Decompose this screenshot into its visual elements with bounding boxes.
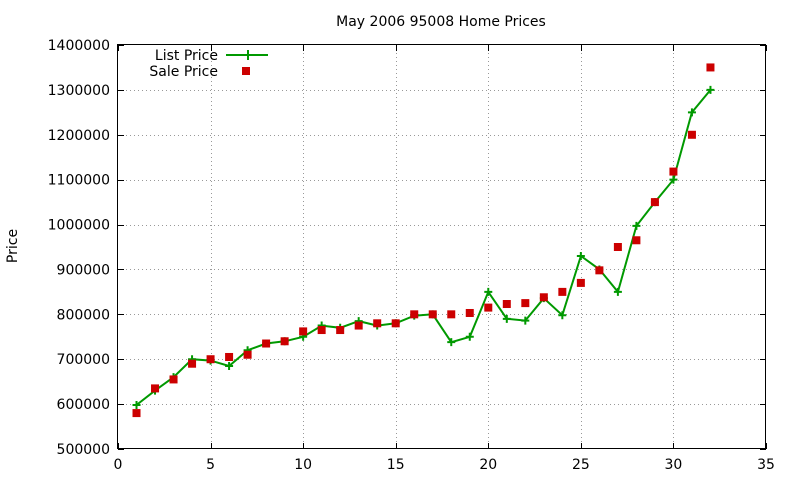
sale-price-point	[428, 310, 437, 319]
legend: List Price Sale Price	[149, 48, 268, 80]
sale-price-point	[280, 337, 289, 346]
sale-price-point	[132, 409, 141, 418]
sale-price-point	[317, 326, 326, 335]
x-tick-label: 15	[387, 457, 405, 473]
y-tick-label: 1100000	[48, 173, 110, 189]
y-tick-label: 1300000	[48, 83, 110, 99]
sale-price-point	[243, 350, 252, 359]
x-tick-label: 0	[114, 457, 123, 473]
sale-price-point	[465, 308, 474, 317]
legend-marker-sale-price	[242, 67, 250, 75]
list-price-point	[687, 108, 696, 117]
y-tick-label: 1400000	[48, 38, 110, 54]
list-price-point	[632, 221, 641, 230]
list-price-point	[521, 316, 530, 325]
list-price-point	[613, 287, 622, 296]
chart-title: May 2006 95008 Home Prices	[336, 14, 546, 30]
sale-price-point	[613, 243, 622, 251]
y-tick-label: 1000000	[48, 218, 110, 234]
plot-frame	[117, 44, 766, 449]
axis-ticks: 0 5 10 15 20 25 30 35 500000 600000 700000 800000 90…	[48, 38, 775, 473]
series-layer	[132, 63, 715, 418]
grid	[118, 45, 766, 449]
list-price-point	[132, 401, 141, 410]
sale-price-point	[169, 375, 178, 384]
legend-label-sale-price: Sale Price	[149, 64, 218, 80]
sale-price-point	[650, 198, 659, 207]
sale-price-point	[299, 327, 308, 336]
sale-price-point	[502, 300, 511, 309]
sale-price-point	[225, 352, 234, 361]
y-axis-label: Price	[5, 229, 21, 263]
sale-price-point	[354, 321, 363, 330]
sale-price-point	[687, 130, 696, 139]
sale-price-point	[576, 278, 585, 287]
sale-price-point	[539, 293, 548, 302]
y-tick-label: 900000	[57, 262, 110, 278]
sale-price-point	[151, 384, 160, 393]
x-tick-label: 25	[572, 457, 590, 473]
sale-price-point	[188, 359, 197, 368]
list-price-point	[502, 314, 511, 323]
y-tick-label: 500000	[57, 442, 110, 458]
list-price-point	[558, 311, 567, 320]
sale-price-point	[595, 266, 604, 275]
sale-price-point	[484, 303, 493, 312]
sale-price-point	[669, 167, 678, 176]
list-price-point	[225, 361, 234, 370]
legend-marker-list-price	[243, 50, 253, 60]
x-tick-label: 10	[294, 457, 312, 473]
sale-price-point	[391, 319, 400, 328]
y-tick-label: 700000	[57, 352, 110, 368]
sale-price-point	[206, 355, 215, 364]
list-price-point	[706, 85, 715, 94]
list-price-point	[465, 332, 474, 341]
sale-price-point	[632, 236, 641, 245]
series-line-list-price	[135, 89, 712, 406]
list-price-point	[447, 338, 456, 347]
x-tick-label: 20	[479, 457, 497, 473]
sale-price-point	[447, 310, 456, 319]
x-tick-label: 5	[206, 457, 215, 473]
list-price-point	[669, 175, 678, 184]
y-tick-label: 1200000	[48, 128, 110, 144]
list-price-point	[484, 287, 493, 296]
sale-price-point	[558, 287, 567, 296]
list-price-point	[576, 251, 585, 260]
sale-price-point	[706, 63, 715, 72]
x-tick-label: 30	[665, 457, 683, 473]
y-tick-label: 800000	[57, 307, 110, 323]
sale-price-point	[521, 299, 530, 308]
x-tick-label: 35	[757, 457, 775, 473]
legend-label-list-price: List Price	[155, 48, 218, 64]
sale-price-point	[336, 326, 345, 335]
sale-price-point	[262, 339, 271, 348]
sale-price-point	[373, 319, 382, 328]
sale-price-point	[410, 310, 419, 319]
y-tick-label: 600000	[57, 397, 110, 413]
